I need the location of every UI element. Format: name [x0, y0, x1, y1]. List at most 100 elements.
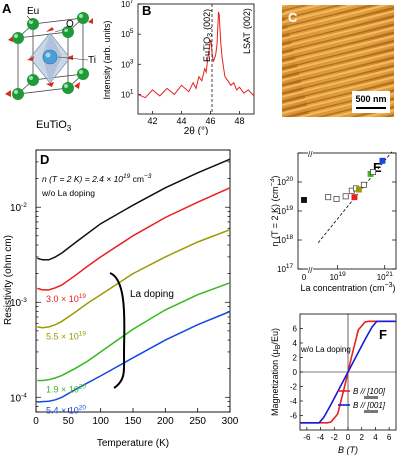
panel-f-xtick-label: 6	[387, 433, 392, 442]
lsat-peak-label: LSAT(002)	[242, 8, 252, 54]
panel-e-ylabel: n (T = 2 K) (cm−3)	[270, 175, 280, 246]
panel-b-xtick-label: 44	[176, 116, 186, 126]
panel-b-xtick-label: 48	[234, 116, 244, 126]
panel-e-ytick-label: 1018	[277, 234, 294, 245]
panel-f-xtick-label: -6	[303, 433, 311, 442]
scatter-point-11	[379, 157, 386, 164]
resistivity-curve-3	[37, 282, 231, 382]
ti-atom	[42, 49, 58, 65]
panel-d-letter: D	[40, 152, 49, 167]
scatter-point-1	[325, 194, 332, 201]
panel-c-letter: C	[288, 10, 298, 25]
panel-b-ytick-label: 103	[121, 58, 134, 69]
panel-b-xrd-chart: B 42 44 46 48 101 103 105 107 EuTiO3(002) LSAT(…	[102, 0, 255, 135]
panel-e-ytick-label: 1017	[277, 263, 294, 274]
xrd-intensity-line	[137, 11, 255, 99]
perovskite-structure-figure	[5, 12, 93, 100]
axis-break-bottom: //	[308, 266, 313, 275]
panel-f-ytick-label: 6	[293, 325, 298, 334]
panel-b-letter: B	[142, 3, 151, 18]
scatter-point-7	[355, 186, 362, 193]
panel-e-ytick-label: 1020	[277, 176, 294, 187]
panel-d-xtick-label: 300	[222, 416, 239, 427]
resistivity-curve-0	[37, 158, 231, 261]
curve-label-0: 3.0 × 1019	[46, 293, 86, 304]
curve-label-3: 5.4 × 1020	[46, 405, 86, 416]
eutio3-peak-label: EuTiO3(002)	[202, 9, 214, 62]
compound-name: EuTiO3	[36, 119, 72, 133]
panel-d-xtick-label: 200	[157, 416, 174, 427]
resistivity-curve-1	[37, 187, 231, 291]
resistivity-curve-4	[37, 310, 231, 403]
panel-e-xtick-label: 0	[302, 273, 307, 282]
oxygen-displacement-arrows	[27, 27, 73, 87]
panel-e-xtick-label: 1019	[330, 271, 347, 282]
panel-c-afm-image: C 500 nm	[282, 5, 394, 117]
legend-label-0: B // [100]	[353, 387, 386, 396]
resistivity-curve-2	[37, 228, 231, 329]
panel-f-undoped-note: w/o La doping	[300, 345, 351, 354]
panel-d-ytick-label: 10-3	[10, 297, 27, 309]
panel-d-ytick-label: 10-2	[10, 202, 27, 214]
eu-label: Eu	[27, 6, 39, 17]
panel-b-xlabel: 2θ (°)	[184, 126, 209, 135]
panel-b-xtick-label: 42	[147, 116, 157, 126]
panel-f-xtick-label: -2	[331, 433, 339, 442]
panel-f-xtick-label: -4	[317, 433, 325, 442]
scatter-point-8	[360, 181, 367, 188]
panel-f-xtick-label: 2	[359, 433, 364, 442]
panel-e-letter: E	[373, 160, 382, 175]
panel-b-ytick-label: 101	[121, 88, 134, 99]
panel-d-xtick-label: 50	[63, 416, 75, 427]
scale-bar-label: 500 nm	[355, 94, 386, 104]
panel-e-xtick-label: 1021	[377, 271, 394, 282]
o-label: O	[66, 19, 74, 30]
panel-d-ylabel: Resistivity (ohm cm)	[3, 235, 14, 325]
panel-b-frame	[137, 3, 255, 115]
panel-d-xtick-label: 250	[189, 416, 206, 427]
field-direction-glyph	[364, 396, 378, 399]
panel-e-scatter-chart: E // // 1017 1018 1019 1020 0 1019 1021 n (T = 2…	[270, 149, 397, 293]
panel-b-xtick-label: 46	[205, 116, 215, 126]
panel-f-ytick-label: 0	[293, 368, 298, 377]
panel-f-xlabel: B (T)	[338, 445, 358, 455]
panel-f-ylabel: Magnetization (μB/Eu)	[270, 328, 282, 416]
panel-d-xlabel: Temperature (K)	[97, 438, 169, 449]
la-doping-label: La doping	[130, 289, 174, 300]
scatter-point-2	[333, 196, 340, 202]
fit-line	[317, 151, 393, 244]
eu-atoms	[12, 12, 89, 100]
panel-d-ytick-label: 10-4	[10, 392, 27, 404]
panel-f-letter: F	[379, 327, 387, 342]
panel-f-ytick-label: 2	[293, 354, 298, 363]
panel-a-letter: A	[2, 1, 12, 16]
legend-label-1: B // [001]	[353, 401, 386, 410]
magnetization-curve-1	[300, 320, 396, 424]
axis-break-gap-top	[308, 149, 313, 157]
panel-e-xlabel: La concentration (cm−3)	[300, 282, 395, 293]
panel-d-carrier-density: n (T = 2 K) = 2.4 × 1019 cm−3	[42, 173, 152, 184]
panel-d-xtick-label: 0	[33, 416, 39, 427]
panel-b-ytick-label: 105	[121, 28, 134, 39]
ti-label: Ti	[88, 55, 96, 66]
scatter-point-5	[351, 194, 358, 201]
panel-f-ytick-label: -6	[290, 412, 298, 421]
axis-break-gap-bottom	[308, 265, 313, 273]
panel-e-ytick-label: 1019	[277, 205, 294, 216]
scatter-point-10	[370, 169, 377, 176]
panel-d-resistivity-chart: D 0 50 100 150 200 250 300 10-4 10-3 10-2 n (T = …	[3, 149, 239, 449]
panel-f-ytick-label: -2	[290, 383, 298, 392]
panel-f-ytick-label: -4	[290, 397, 298, 406]
scatter-point-0	[301, 197, 307, 203]
panel-a: A	[2, 1, 96, 133]
panel-d-xtick-label: 150	[125, 416, 142, 427]
panel-d-undoped-note: w/o La doping	[41, 188, 95, 198]
field-direction-glyph	[364, 410, 378, 413]
curve-label-1: 5.5 × 1019	[46, 331, 86, 342]
panel-b-ylabel: Intensity (arb. units)	[102, 20, 112, 99]
la-doping-arrow	[109, 272, 126, 389]
scatter-point-3	[342, 193, 349, 200]
panel-b-ytick-label: 107	[121, 0, 134, 9]
curve-label-2: 1.9 × 1020	[46, 384, 86, 395]
